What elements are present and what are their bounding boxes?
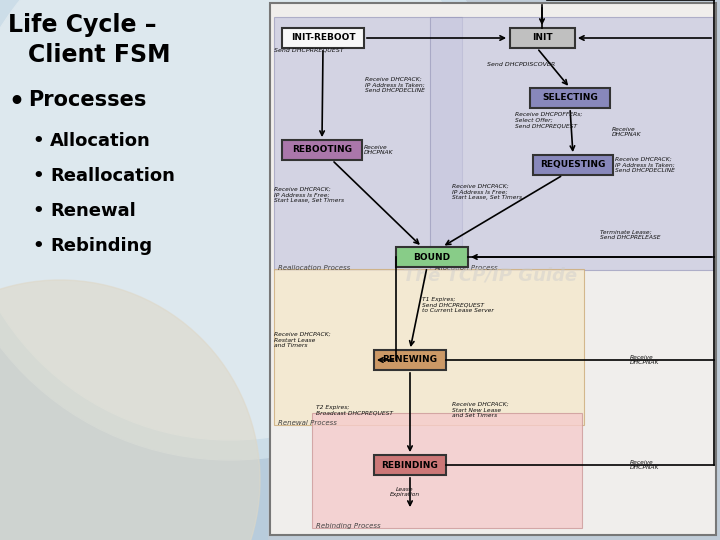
Text: •: • <box>32 167 44 185</box>
Text: •: • <box>32 132 44 150</box>
Text: Send DHCPDISCOVER: Send DHCPDISCOVER <box>487 63 555 68</box>
Text: Renewal Process: Renewal Process <box>278 420 337 426</box>
Text: Rebinding Process: Rebinding Process <box>316 523 381 529</box>
Text: Receive
DHCPNAK: Receive DHCPNAK <box>364 145 394 156</box>
Text: BOUND: BOUND <box>413 253 451 261</box>
Bar <box>510 28 575 48</box>
Text: Receive DHCPACK;
IP Address Is Free;
Start Lease, Set Timers: Receive DHCPACK; IP Address Is Free; Sta… <box>452 184 522 200</box>
Text: Reallocation: Reallocation <box>50 167 175 185</box>
Text: RENEWING: RENEWING <box>382 355 438 364</box>
Text: REQUESTING: REQUESTING <box>540 160 606 170</box>
Text: •: • <box>8 90 24 114</box>
Bar <box>533 155 613 175</box>
Text: The TCP/IP Guide: The TCP/IP Guide <box>403 266 577 284</box>
Text: Receive
DHCPNAK: Receive DHCPNAK <box>630 460 660 470</box>
Text: REBOOTING: REBOOTING <box>292 145 352 154</box>
Text: Processes: Processes <box>28 90 146 110</box>
Text: Lease
Expiration: Lease Expiration <box>390 487 420 497</box>
Bar <box>374 350 446 370</box>
Text: Receive DHCPOFFERs;
Select Offer;
Send DHCPREQUEST: Receive DHCPOFFERs; Select Offer; Send D… <box>515 112 582 129</box>
Text: REBINDING: REBINDING <box>382 461 438 469</box>
Text: Client FSM: Client FSM <box>28 43 171 67</box>
Bar <box>396 247 468 267</box>
Text: Allocation Process: Allocation Process <box>434 265 498 271</box>
Text: INIT-REBOOT: INIT-REBOOT <box>291 33 355 43</box>
Bar <box>530 88 610 108</box>
Text: Receive DHCPACK;
IP Address Is Taken;
Send DHCPDECLINE: Receive DHCPACK; IP Address Is Taken; Se… <box>365 77 425 93</box>
Circle shape <box>0 0 520 460</box>
Bar <box>430 17 713 270</box>
Text: •: • <box>32 237 44 255</box>
Text: Receive
DHCPNAK: Receive DHCPNAK <box>612 126 642 137</box>
Text: T1 Expires;
Send DHCPREQUEST
to Current Lease Server: T1 Expires; Send DHCPREQUEST to Current … <box>422 296 494 313</box>
Text: Receive DHCPACK;
Start New Lease
and Set Timers: Receive DHCPACK; Start New Lease and Set… <box>452 402 508 418</box>
Bar <box>274 17 462 270</box>
Text: SELECTING: SELECTING <box>542 93 598 103</box>
Bar <box>282 140 362 160</box>
Bar <box>374 455 446 475</box>
Text: T2 Expires;
Broadcast DHCPREQUEST: T2 Expires; Broadcast DHCPREQUEST <box>316 404 393 415</box>
Circle shape <box>0 280 260 540</box>
Bar <box>270 3 716 535</box>
Text: Receive
DHCPNAK: Receive DHCPNAK <box>630 355 660 366</box>
Text: Receive DHCPACK;
Restart Lease
and Timers: Receive DHCPACK; Restart Lease and Timer… <box>274 332 330 348</box>
Text: •: • <box>32 202 44 220</box>
Text: INIT: INIT <box>531 33 552 43</box>
Bar <box>282 28 364 48</box>
Text: Terminate Lease;
Send DHCPRELEASE: Terminate Lease; Send DHCPRELEASE <box>600 230 660 240</box>
Text: Allocation: Allocation <box>50 132 150 150</box>
Text: Rebinding: Rebinding <box>50 237 152 255</box>
Text: Send DHCPRREQUEST: Send DHCPRREQUEST <box>274 48 343 52</box>
Bar <box>312 413 582 528</box>
Text: Life Cycle –: Life Cycle – <box>8 13 156 37</box>
Text: Reallocation Process: Reallocation Process <box>278 265 350 271</box>
Bar <box>0 0 268 540</box>
Text: Renewal: Renewal <box>50 202 136 220</box>
Text: Receive DHCPACK;
IP Address Is Taken;
Send DHCPDECLINE: Receive DHCPACK; IP Address Is Taken; Se… <box>615 157 675 173</box>
Bar <box>274 269 584 425</box>
Circle shape <box>0 0 500 440</box>
Text: Receive DHCPACK;
IP Address Is Free;
Start Lease, Set Timers: Receive DHCPACK; IP Address Is Free; Sta… <box>274 187 344 203</box>
